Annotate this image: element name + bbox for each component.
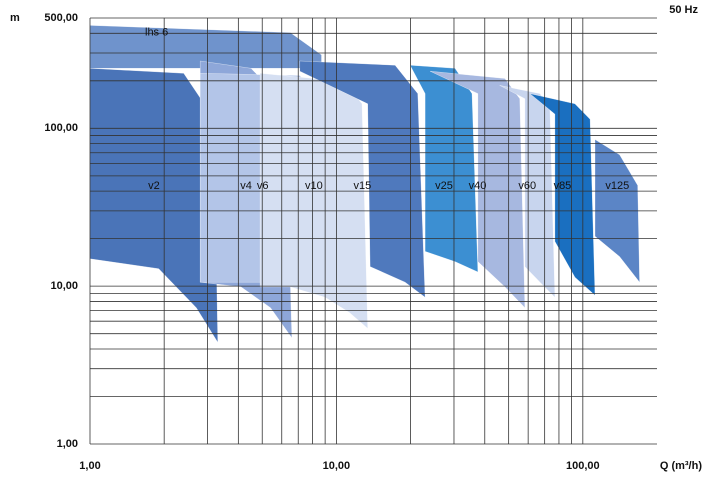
series-label: lhs 6 — [145, 27, 168, 39]
x-tick-label: 1,00 — [79, 460, 100, 472]
y-tick-label: 100,00 — [44, 122, 78, 134]
x-tick-label: 10,00 — [323, 460, 351, 472]
y-tick-label: 500,00 — [44, 12, 78, 24]
pump-range — [429, 70, 526, 309]
y-axis-label: m — [10, 12, 20, 24]
series-label: v40 — [469, 180, 487, 192]
series-label: v60 — [518, 180, 536, 192]
pump-range — [89, 68, 219, 344]
frequency-label: 50 Hz — [669, 4, 698, 16]
series-label: v25 — [435, 180, 453, 192]
series-label: v125 — [605, 180, 629, 192]
series-label: v15 — [354, 180, 372, 192]
pump-range — [409, 64, 479, 273]
y-tick-label: 10,00 — [50, 280, 78, 292]
x-tick-label: 100,00 — [566, 460, 600, 472]
y-tick-label: 1,00 — [57, 438, 78, 450]
series-label: v85 — [554, 180, 572, 192]
x-axis-label: Q (m³/h) — [660, 460, 702, 472]
series-label: v10 — [305, 180, 323, 192]
series-label: v6 — [257, 180, 269, 192]
series-label: v2 — [148, 180, 160, 192]
pump-range — [299, 60, 426, 298]
series-label: v4 — [240, 180, 252, 192]
